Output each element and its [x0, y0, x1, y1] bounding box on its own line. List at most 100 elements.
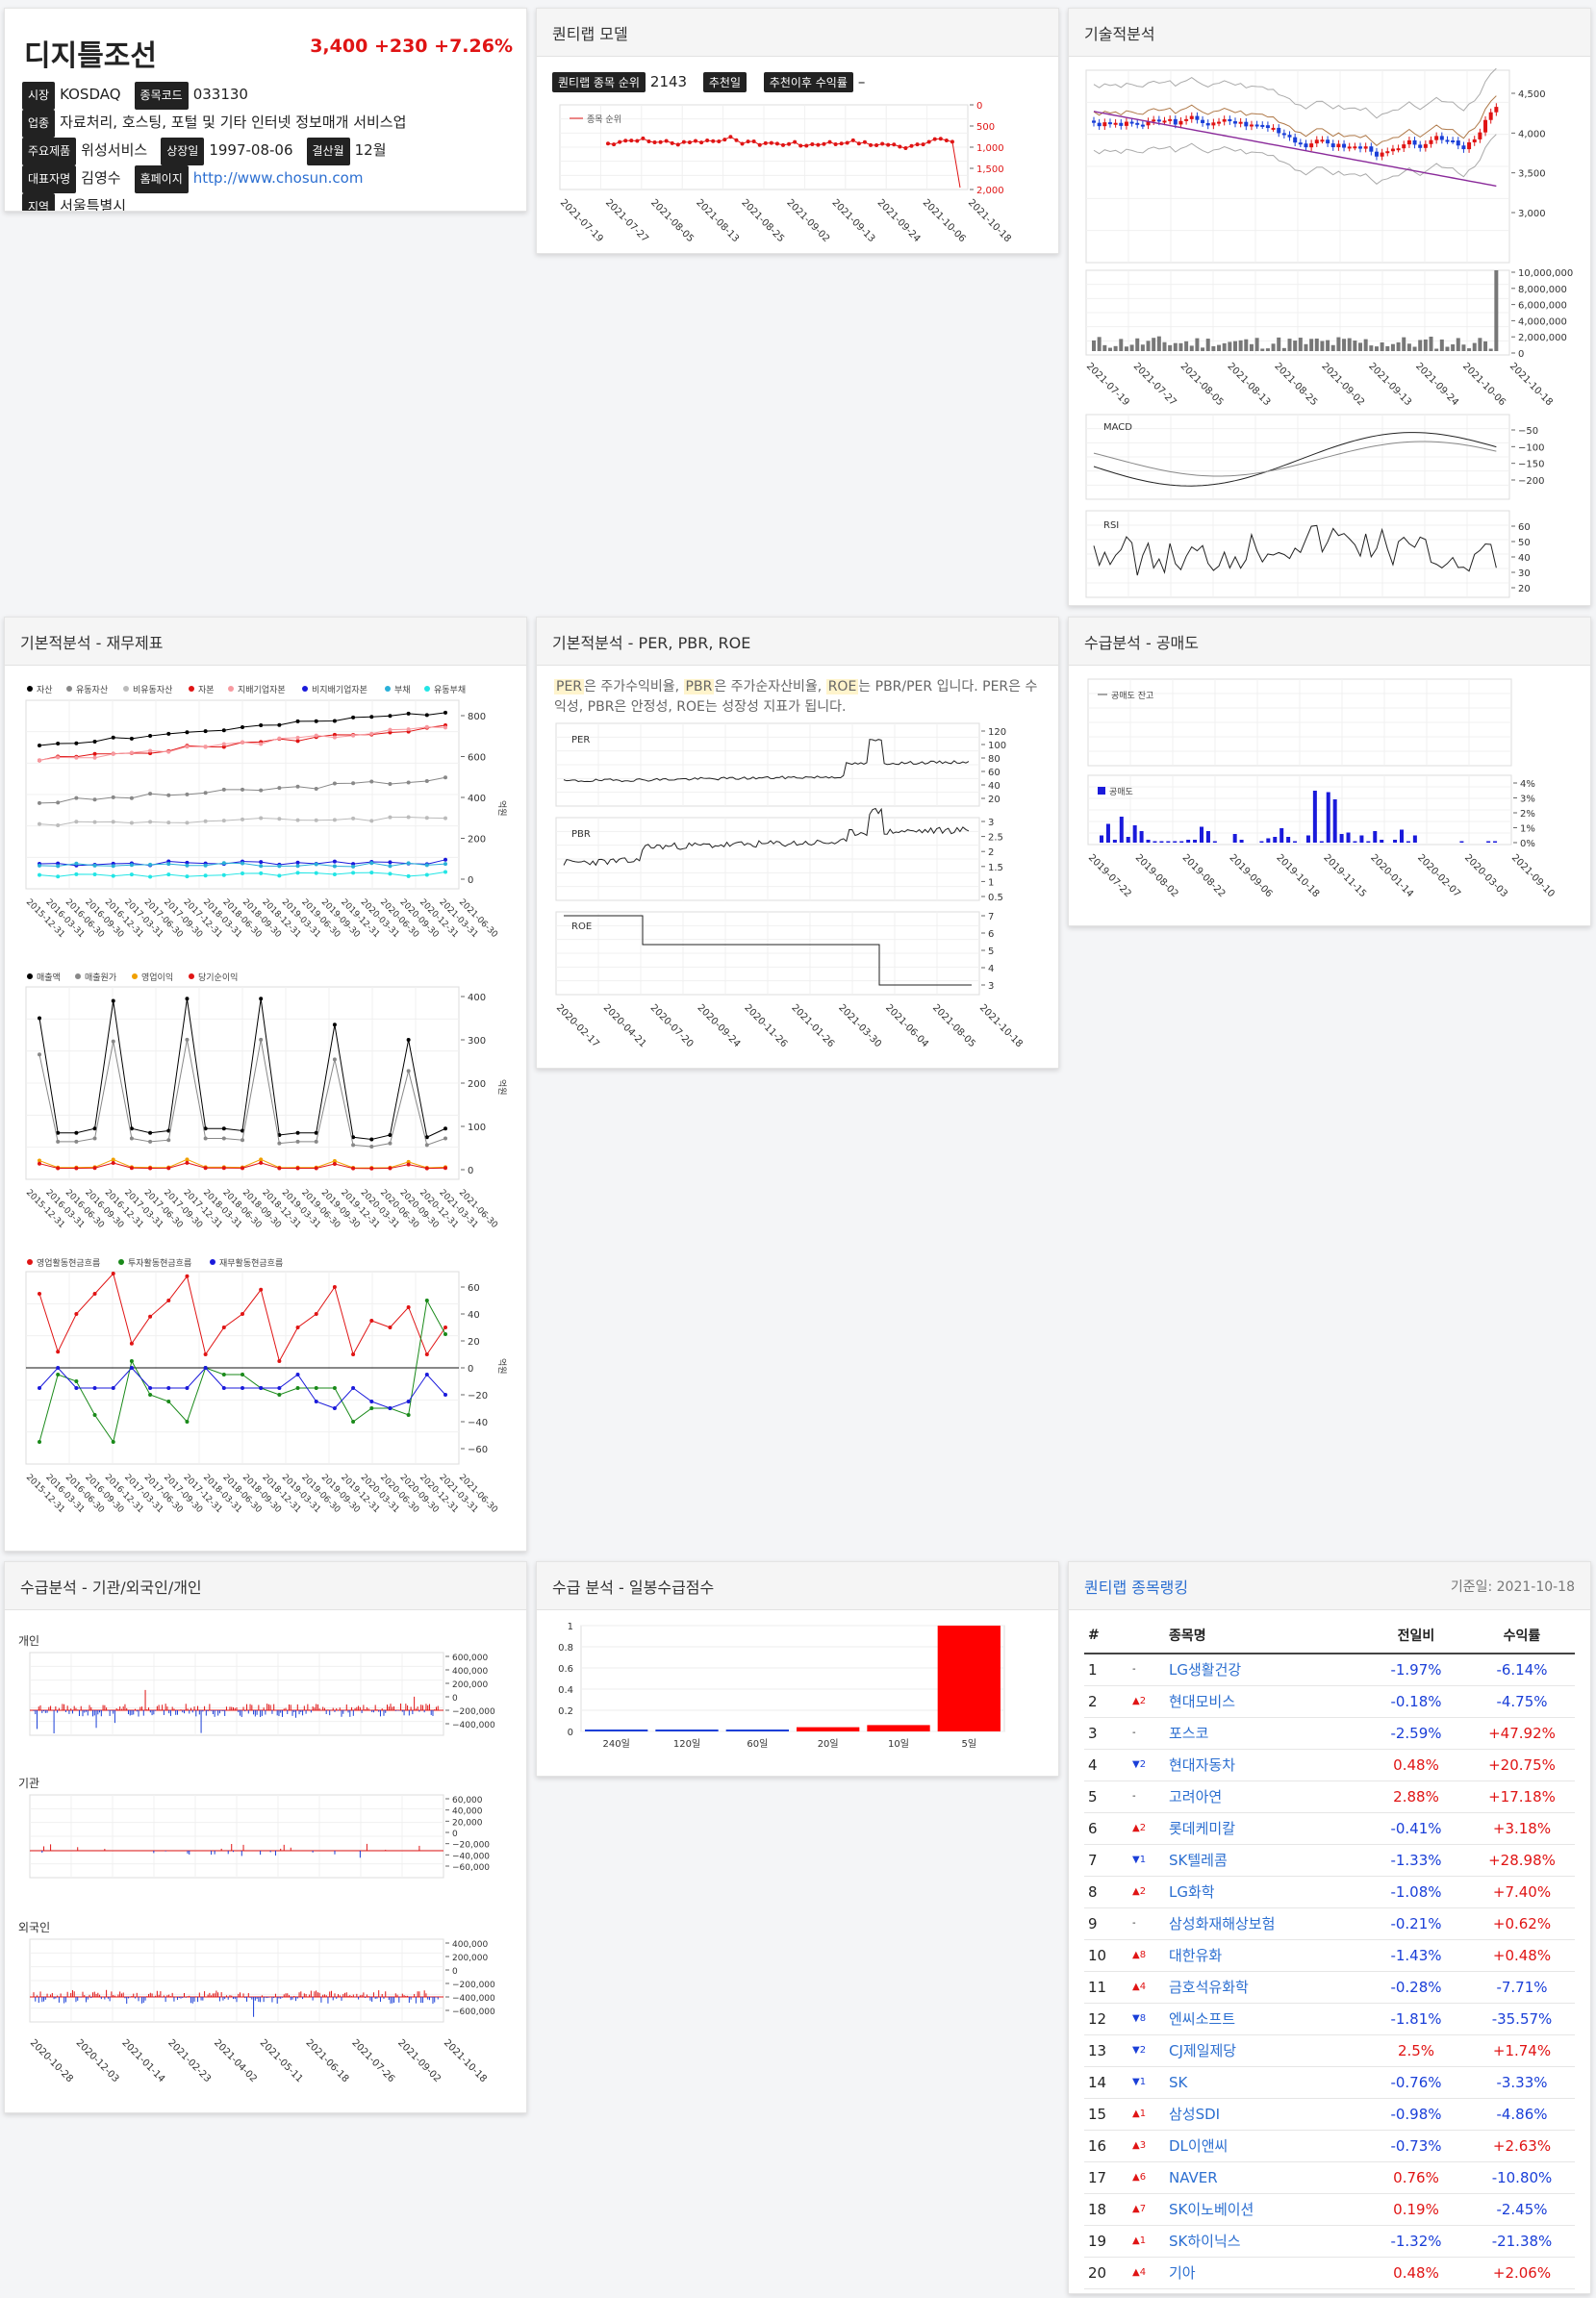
- balance-point: [92, 863, 97, 868]
- ranking-row[interactable]: 13 ▼2 CJ제일제당 2.5% +1.74%: [1084, 2034, 1575, 2067]
- volume-bar: [1488, 348, 1493, 351]
- ranking-row[interactable]: 8 ▲2 LG화학 -1.08% +7.40%: [1084, 1876, 1575, 1908]
- balance-point: [185, 863, 190, 868]
- cashflow-point: [443, 1393, 447, 1397]
- stock-name-link[interactable]: 삼성SDI: [1165, 2098, 1363, 2131]
- balance-point: [443, 857, 447, 862]
- stock-name-link[interactable]: NAVER: [1165, 2161, 1363, 2194]
- volume-bar: [1107, 347, 1112, 351]
- balance-point: [166, 862, 171, 867]
- balance-point: [38, 863, 41, 868]
- vol-y-tick-label: 0: [1518, 349, 1524, 360]
- rank-no: 14: [1084, 2066, 1128, 2099]
- volume-bar: [1277, 337, 1281, 351]
- stock-name-link[interactable]: LG생활건강: [1165, 1654, 1363, 1686]
- rsi-y-tick-label: 50: [1518, 538, 1531, 548]
- stock-name-link[interactable]: LG화학: [1165, 1876, 1363, 1908]
- prev-change: 2.5%: [1363, 2034, 1469, 2067]
- rank-no: 18: [1084, 2193, 1128, 2226]
- volume-bar: [1320, 341, 1325, 351]
- stock-name-link[interactable]: SK: [1165, 2066, 1363, 2099]
- ranking-row[interactable]: 5- 고려아연 2.88% +17.18%: [1084, 1780, 1575, 1813]
- cashflow-point: [203, 1352, 208, 1356]
- short-volume-bar: [1205, 831, 1210, 843]
- balance-point: [92, 751, 97, 756]
- volume-bar: [1201, 347, 1205, 351]
- flow-x-tick-label: 2020-12-03: [74, 2037, 121, 2084]
- ranking-row[interactable]: 1- LG생활건강 -1.97% -6.14%: [1084, 1654, 1575, 1686]
- balance-legend-label: 비지배기업자본: [312, 685, 367, 695]
- cashflow-legend-label: 투자활동현금흐름: [128, 1257, 191, 1269]
- rank-point: [722, 138, 727, 142]
- ranking-row[interactable]: 4 ▼2 현대자동차 0.48% +20.75%: [1084, 1749, 1575, 1781]
- balance-point: [74, 820, 79, 824]
- ranking-row[interactable]: 12 ▼8 엔씨소프트 -1.81% -35.57%: [1084, 2003, 1575, 2035]
- ranking-row[interactable]: 3- 포스코 -2.59% +47.92%: [1084, 1717, 1575, 1750]
- stock-name-link[interactable]: 대한유화: [1165, 1939, 1363, 1972]
- rank-no: 11: [1084, 1971, 1128, 2004]
- ceo-value: 김영수: [81, 169, 121, 187]
- stock-name-link[interactable]: SK이노베이션: [1165, 2193, 1363, 2226]
- stock-name-link[interactable]: 현대자동차: [1165, 1749, 1363, 1781]
- income-point: [443, 1136, 447, 1141]
- balance-legend-marker: [228, 686, 234, 692]
- ranking-row[interactable]: 10 ▲8 대한유화 -1.43% +0.48%: [1084, 1939, 1575, 1972]
- rank-point: [681, 139, 686, 144]
- stock-name-link[interactable]: 엔씨소프트: [1165, 2003, 1363, 2035]
- stock-name-link[interactable]: 현대모비스: [1165, 1685, 1363, 1718]
- stock-name-link[interactable]: 금호석유화학: [1165, 1971, 1363, 2004]
- income-point: [111, 1160, 115, 1165]
- balance-point: [369, 819, 374, 823]
- stock-name-link[interactable]: DL이앤씨: [1165, 2130, 1363, 2162]
- ranking-row[interactable]: 15 ▲1 삼성SDI -0.98% -4.86%: [1084, 2098, 1575, 2131]
- balance-point: [424, 778, 429, 783]
- ranking-row[interactable]: 18 ▲7 SK이노베이션 0.19% -2.45%: [1084, 2193, 1575, 2226]
- candle-body: [1195, 115, 1200, 120]
- balance-point: [369, 731, 374, 736]
- ranking-row[interactable]: 9- 삼성화재해상보험 -0.21% +0.62%: [1084, 1907, 1575, 1940]
- ranking-row[interactable]: 2 ▲2 현대모비스 -0.18% -4.75%: [1084, 1685, 1575, 1718]
- stock-name-link[interactable]: 포스코: [1165, 1717, 1363, 1750]
- balance-point: [241, 861, 244, 866]
- balance-point: [166, 749, 171, 754]
- stock-name-link[interactable]: SK하이닉스: [1165, 2225, 1363, 2258]
- short-volume-bar: [1159, 841, 1164, 843]
- stock-name-link[interactable]: 고려아연: [1165, 1780, 1363, 1813]
- ranking-row[interactable]: 16 ▲3 DL이앤씨 -0.73% +2.63%: [1084, 2130, 1575, 2162]
- volume-bar: [1330, 344, 1335, 351]
- candle-body: [1119, 122, 1124, 126]
- ranking-row[interactable]: 17 ▲6 NAVER 0.76% -10.80%: [1084, 2161, 1575, 2194]
- rank-point: [926, 139, 931, 144]
- stock-name-link[interactable]: SK텔레콤: [1165, 1844, 1363, 1877]
- ranking-row[interactable]: 14 ▼1 SK -0.76% -3.33%: [1084, 2066, 1575, 2099]
- ranking-row[interactable]: 19 ▲1 SK하이닉스 -1.32% -21.38%: [1084, 2225, 1575, 2258]
- income-point: [148, 1166, 153, 1171]
- ranking-row[interactable]: 11 ▲4 금호석유화학 -0.28% -7.71%: [1084, 1971, 1575, 2004]
- volume-bar: [1412, 346, 1417, 351]
- volume-bar: [1461, 344, 1466, 351]
- cashflow-point: [92, 1292, 97, 1296]
- region-badge: 지역: [22, 193, 56, 211]
- ranking-row[interactable]: 6 ▲2 롯데케미칼 -0.41% +3.18%: [1084, 1812, 1575, 1845]
- rank-point: [921, 142, 925, 147]
- per-line: [563, 739, 970, 783]
- income-point: [424, 1143, 429, 1148]
- cashflow-point: [277, 1386, 282, 1390]
- rank-point: [932, 137, 937, 141]
- cashflow-y-tick-label: 60: [468, 1283, 480, 1294]
- rank-no: 19: [1084, 2225, 1128, 2258]
- ranking-row[interactable]: 7 ▼1 SK텔레콤 -1.33% +28.98%: [1084, 1844, 1575, 1877]
- ranking-row[interactable]: 20 ▲4 기아 0.48% +2.06%: [1084, 2257, 1575, 2289]
- stock-name-link[interactable]: 롯데케미칼: [1165, 1812, 1363, 1845]
- return-rate: +2.63%: [1469, 2130, 1575, 2162]
- stock-name-link[interactable]: 삼성화재해상보험: [1165, 1907, 1363, 1940]
- rank-point: [728, 135, 733, 139]
- stock-name-link[interactable]: 기아: [1165, 2257, 1363, 2289]
- homepage-link[interactable]: http://www.chosun.com: [192, 169, 364, 187]
- cashflow-point: [74, 1379, 79, 1383]
- stock-name-link[interactable]: CJ제일제당: [1165, 2034, 1363, 2067]
- short-volume-bar: [1406, 841, 1410, 843]
- prev-change: 0.48%: [1363, 1749, 1469, 1781]
- candle-body: [1124, 121, 1128, 126]
- ranking-date: 기준일: 2021-10-18: [1450, 1578, 1575, 1595]
